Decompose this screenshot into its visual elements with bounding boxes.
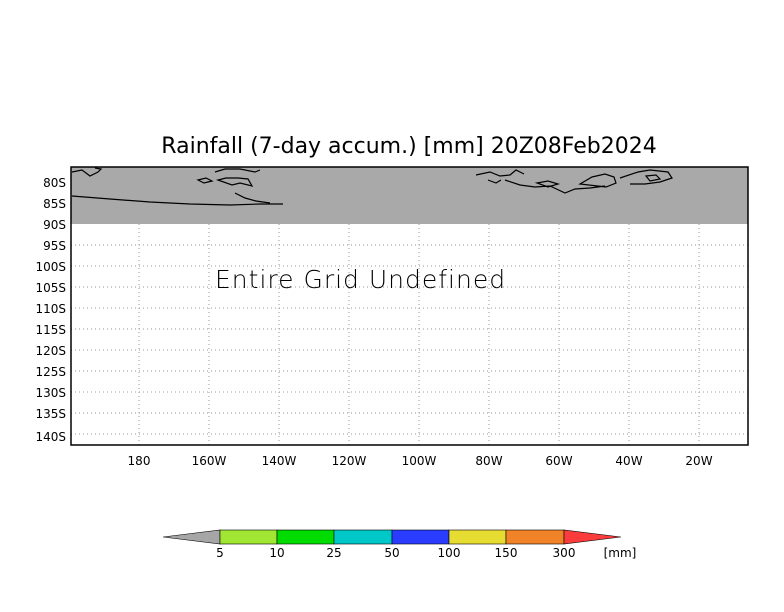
coastline-segment [214, 168, 261, 173]
undefined-grid-message: Entire Grid Undefined [215, 265, 506, 294]
coastline-segment [534, 180, 561, 188]
y-tick-label: 120S [35, 344, 66, 358]
coastline-segment [196, 177, 214, 184]
x-tick-label: 100W [402, 454, 437, 468]
coastline-segment [71, 167, 103, 177]
gridlines [71, 224, 748, 445]
coastline-segment [475, 169, 525, 177]
colorbar-segment-100-150 [448, 529, 507, 545]
x-tick-label: 60W [545, 454, 572, 468]
coastline-segment [644, 174, 662, 182]
colorbar-label: 300 [553, 546, 576, 560]
colorbar-segment-10-25 [276, 529, 335, 545]
map-title: Rainfall (7-day accum.) [mm] 20Z08Feb202… [161, 134, 656, 159]
colorbar-label: 10 [269, 546, 284, 560]
colorbar-label: 25 [326, 546, 341, 560]
undefined-region-band [71, 167, 748, 224]
x-tick-label: 40W [615, 454, 642, 468]
y-tick-label: 95S [43, 239, 66, 253]
coastline-segment [215, 177, 254, 187]
coastline-segment [487, 179, 502, 184]
y-tick-label: 100S [35, 260, 66, 274]
y-tick-label: 130S [35, 386, 66, 400]
colorbar-label: 5 [216, 546, 224, 560]
y-tick-label: 85S [43, 197, 66, 211]
colorbar-label: 50 [384, 546, 399, 560]
y-tick-label: 115S [35, 323, 66, 337]
coastline-segment [234, 192, 271, 204]
x-tick-label: 120W [332, 454, 367, 468]
colorbar-unit: [mm] [604, 546, 637, 560]
colorbar-segment-5-10 [219, 529, 278, 545]
colorbar-segment-50-100 [391, 529, 450, 545]
y-tick-label: 140S [35, 430, 66, 444]
map-plot-area [70, 166, 749, 446]
y-tick-label: 90S [43, 218, 66, 232]
x-tick-label: 140W [262, 454, 297, 468]
colorbar-label: 100 [438, 546, 461, 560]
x-tick-label: 80W [475, 454, 502, 468]
colorbar-segment-150-300 [505, 529, 565, 545]
x-tick-label: 160W [192, 454, 227, 468]
colorbar-segment-above-300 [563, 529, 622, 545]
y-tick-label: 110S [35, 302, 66, 316]
x-axis: 180 160W 140W 120W 100W 80W 60W 40W 20W [128, 454, 713, 468]
y-axis: 80S 85S 90S 95S 100S 105S 110S 115S 120S… [35, 176, 66, 444]
x-tick-label: 20W [685, 454, 712, 468]
colorbar-label: 150 [495, 546, 518, 560]
coastline-segment [619, 169, 673, 185]
y-tick-label: 135S [35, 407, 66, 421]
plot-frame [70, 166, 749, 446]
coastline-segment [504, 179, 606, 194]
colorbar-segment-below-5 [162, 529, 221, 545]
y-tick-label: 125S [35, 365, 66, 379]
colorbar: 5 10 25 50 100 150 300 [mm] [162, 529, 637, 560]
coastline-segment [71, 195, 283, 206]
colorbar-segment-25-50 [333, 529, 393, 545]
x-tick-label: 180 [128, 454, 151, 468]
coastline-segment [578, 173, 617, 188]
y-tick-label: 105S [35, 281, 66, 295]
y-tick-label: 80S [43, 176, 66, 190]
coastline [71, 167, 673, 206]
